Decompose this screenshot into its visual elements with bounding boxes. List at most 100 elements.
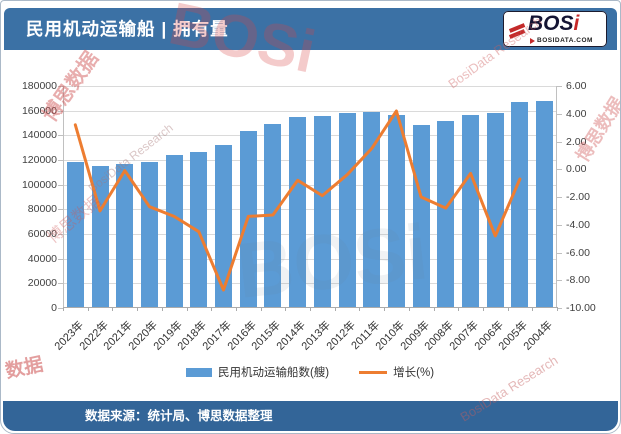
bar	[486, 112, 504, 307]
x-axis-tick	[186, 307, 188, 311]
x-axis-tick	[87, 307, 89, 311]
x-axis-tick	[310, 307, 311, 311]
legend-swatch-bar	[185, 367, 212, 377]
secondary-axis-tick	[557, 252, 562, 254]
data-source-text: 数据来源：统计局、博思数据整理	[85, 409, 273, 423]
y-axis-tick	[58, 184, 63, 186]
gridline	[63, 184, 557, 186]
x-axis-tick	[359, 307, 361, 311]
bar	[313, 115, 331, 307]
y-axis-tick	[58, 234, 63, 235]
bar	[215, 144, 232, 307]
x-axis-tick	[482, 307, 484, 311]
bar	[387, 115, 405, 307]
bosi-logo: BOSi BOSIDATA.COM	[503, 11, 607, 47]
gridline	[63, 110, 557, 112]
bar	[66, 161, 84, 307]
chart-title: 民用机动运输船 | 拥有量	[26, 19, 229, 39]
secondary-axis-tick-label: -10.00	[566, 302, 596, 314]
legend-swatch-line	[359, 370, 388, 374]
secondary-axis-tick	[557, 280, 562, 282]
legend-label: 增长(%)	[393, 367, 435, 379]
x-axis-tick	[112, 307, 114, 311]
x-axis-tick	[211, 307, 213, 311]
bar	[437, 120, 455, 307]
y-axis-tick-label: 140000	[21, 129, 57, 142]
x-axis-tick	[63, 307, 64, 311]
y-axis-tick-label: 100000	[21, 178, 57, 191]
x-axis-tick	[260, 307, 262, 311]
x-axis-tick	[161, 307, 163, 311]
growth-line-svg	[73, 109, 522, 292]
y-axis-tick	[58, 135, 63, 137]
y-axis-tick-label: 40000	[27, 252, 57, 265]
secondary-axis-tick	[557, 169, 562, 171]
secondary-axis-tick-label: -8.00	[566, 274, 590, 287]
secondary-axis-tick-label: -4.00	[566, 218, 590, 231]
secondary-axis-tick-label: 2.00	[566, 135, 587, 148]
watermark-text: 博思数据	[572, 93, 621, 166]
secondary-axis-tick	[557, 86, 562, 87]
bar	[511, 102, 529, 307]
x-axis-tick	[532, 307, 534, 311]
bar	[165, 155, 183, 307]
chart-plot-area: 180000 160000 140000 120000 100000 80000 60000…	[22, 80, 596, 314]
y-axis-tick-label: 160000	[21, 104, 57, 117]
y-axis-tick-label: 60000	[27, 228, 57, 240]
x-axis-labels: 2023年 2022年 2021年 2020年 2019年 2018年 2017年 2016年…	[52, 308, 557, 360]
secondary-axis-tick-label: 4.00	[566, 107, 587, 120]
y-axis-tick-label: 20000	[27, 277, 57, 290]
logo-text-main: BOS	[528, 12, 574, 35]
y-axis-tick	[58, 86, 63, 87]
x-axis-tick	[507, 307, 509, 311]
secondary-axis-tick-label: 6.00	[566, 80, 587, 92]
x-axis-tick	[433, 307, 435, 311]
gridline	[63, 135, 557, 137]
logo-wordmark: BOSi	[528, 12, 579, 36]
secondary-axis-tick-label: -2.00	[566, 191, 590, 203]
header-bar: 民用机动运输船 | 拥有量 BOSi BOSIDATA.COM	[4, 8, 617, 50]
x-axis-tick	[384, 307, 386, 311]
growth-line	[73, 109, 522, 292]
gridline	[63, 234, 557, 235]
x-axis-tick	[557, 307, 558, 311]
bar	[116, 163, 134, 307]
x-axis-tick	[285, 307, 287, 311]
bar	[412, 124, 430, 307]
bar	[536, 101, 554, 307]
secondary-axis-tick	[557, 197, 562, 198]
gridline	[63, 209, 557, 211]
secondary-axis-tick	[557, 224, 562, 226]
bar	[289, 117, 307, 307]
x-axis-tick	[334, 307, 336, 311]
legend-label: 民用机动运输船数(艘)	[217, 367, 330, 379]
logo-domain: BOSIDATA.COM	[530, 37, 593, 44]
legend-item: 增长(%)	[359, 364, 434, 380]
gridline	[63, 86, 557, 87]
y-axis-tick	[58, 283, 63, 285]
x-axis-tick	[137, 307, 139, 311]
bar	[190, 151, 208, 307]
gridline	[63, 258, 557, 260]
secondary-axis-tick	[557, 141, 562, 143]
footer-bar: 数据来源：统计局、博思数据整理	[3, 401, 618, 431]
y-axis-tick-label: 120000	[21, 154, 57, 166]
y-axis-line	[63, 86, 64, 308]
logo-text-accent: i	[573, 12, 580, 35]
y-axis-tick	[58, 209, 63, 211]
chart-legend: 民用机动运输船数(艘) 增长(%)	[63, 364, 557, 380]
y-axis-tick-label: 0	[51, 302, 57, 314]
logo-domain-text: BOSIDATA.COM	[537, 37, 593, 44]
y-axis-tick-label: 80000	[27, 203, 57, 216]
y-axis-tick-label: 180000	[21, 80, 57, 92]
bar	[363, 112, 381, 307]
y-axis-tick	[58, 308, 63, 309]
y-axis-tick	[58, 110, 63, 112]
secondary-axis-tick-label: 0.00	[566, 163, 587, 176]
secondary-axis-line	[556, 86, 557, 308]
y-axis-tick	[58, 258, 63, 260]
x-axis-tick	[458, 307, 460, 311]
gridline	[63, 283, 557, 285]
bar	[338, 112, 356, 307]
